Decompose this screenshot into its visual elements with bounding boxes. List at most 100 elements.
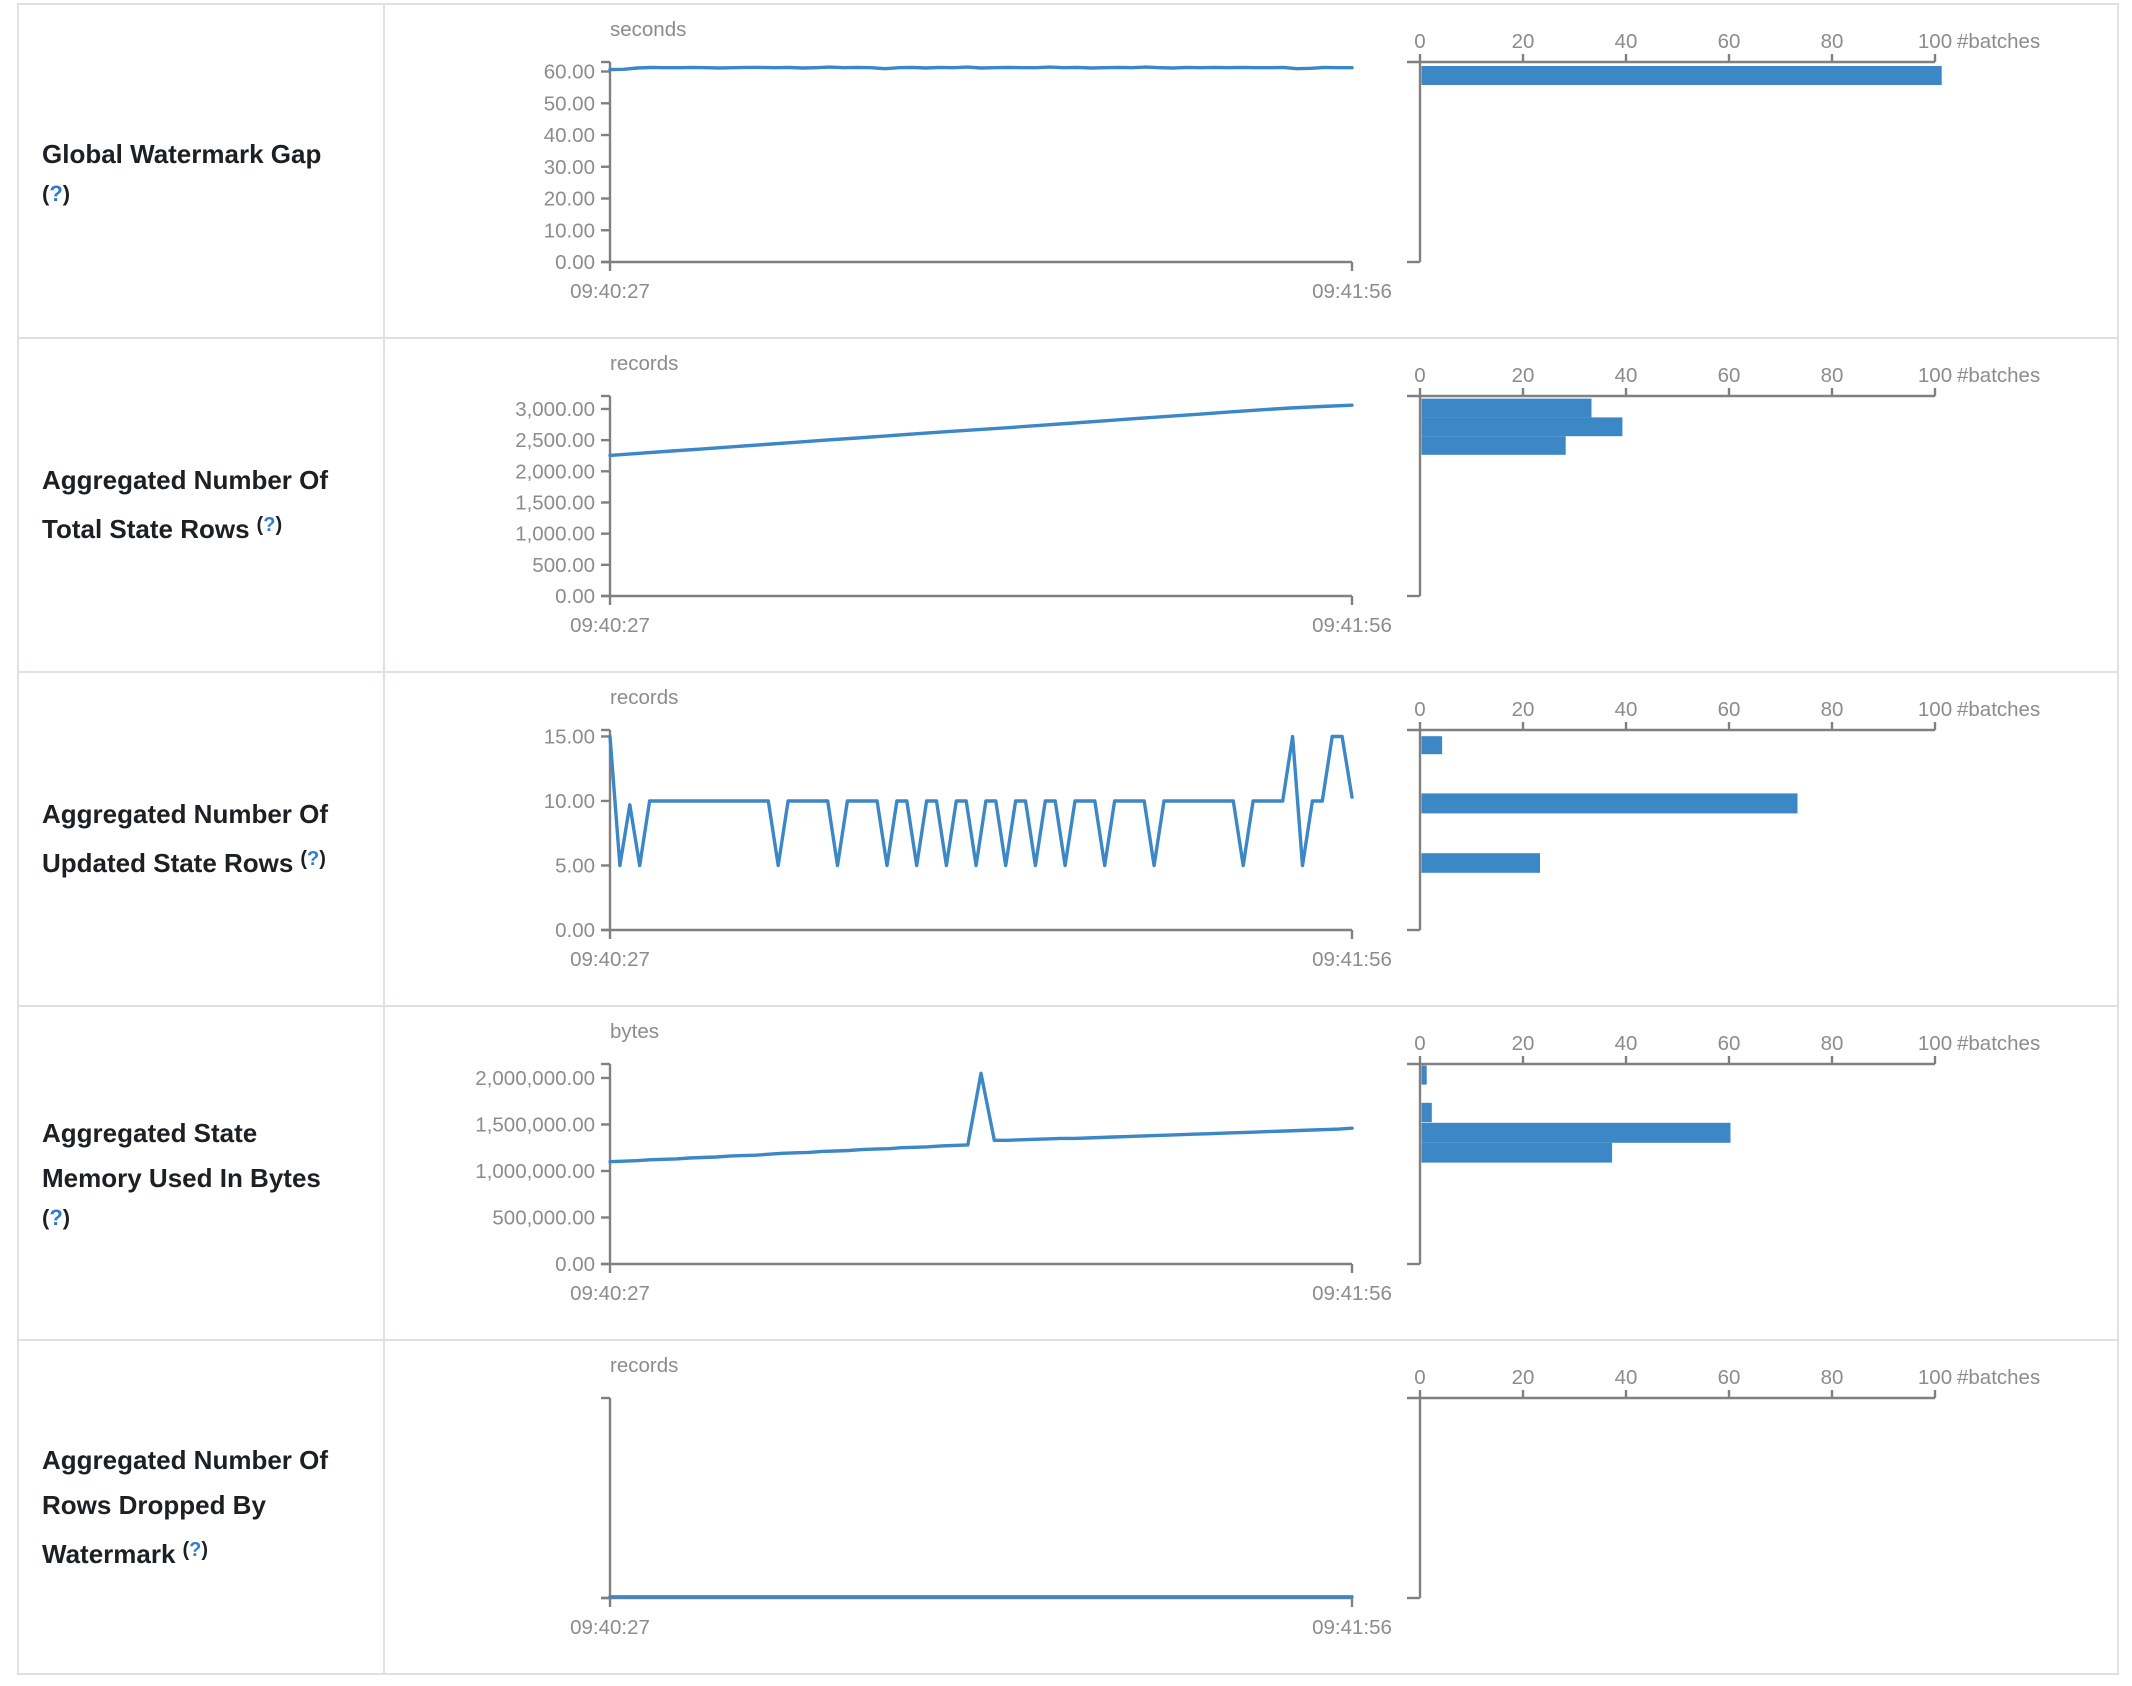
histogram-bar xyxy=(1421,1065,1427,1085)
histogram-tick-label: 100 xyxy=(1918,30,1952,53)
histogram-tick-label: 40 xyxy=(1615,1032,1638,1055)
y-axis-tick-label: 0.00 xyxy=(555,251,595,274)
help-question-icon[interactable]: ? xyxy=(49,180,63,206)
histogram-unit-label: #batches xyxy=(1957,30,2040,53)
histogram-tick-label: 0 xyxy=(1414,1032,1425,1055)
x-axis-end-time-label: 09:41:56 xyxy=(1312,280,1392,303)
histogram-tick-label: 60 xyxy=(1718,698,1741,721)
help-question-icon[interactable]: ? xyxy=(263,514,276,536)
help-link[interactable]: (?) xyxy=(182,1539,208,1561)
timeline-chart: seconds 60.00 50.00 40.00 30.00 20.00 10.00 0.0… xyxy=(544,18,1392,303)
histogram-unit-label: #batches xyxy=(1957,1366,2040,1389)
help-paren[interactable]: ( xyxy=(256,514,264,536)
histogram-bar xyxy=(1421,1122,1731,1143)
metric-label-line: Watermark (?) xyxy=(42,1538,208,1569)
histogram-top-axis: 0 20 40 60 80 100 #batches xyxy=(1407,30,2040,64)
y-axis-tick-label: 20.00 xyxy=(544,188,595,211)
x-axis-start-time-label: 09:40:27 xyxy=(570,280,650,303)
help-paren[interactable]: ) xyxy=(201,1538,208,1561)
timeline-and-histogram-chart: records 3,000.00 2,500.00 2,000.00 1,500.00 1… xyxy=(515,352,2040,637)
metric-label-line: Aggregated Number Of xyxy=(42,465,329,495)
metric-label-line: Aggregated Number Of xyxy=(42,1444,329,1475)
histogram-top-axis: 0 20 40 60 80 100 #batches xyxy=(1407,1032,2040,1066)
help-link[interactable]: (?) xyxy=(257,514,283,536)
y-axis-tick-label: 15.00 xyxy=(544,725,595,748)
histogram-bar xyxy=(1421,417,1623,437)
help-paren[interactable]: ) xyxy=(275,514,283,536)
histogram-tick-label: 40 xyxy=(1615,1366,1638,1389)
help-link[interactable]: (?) xyxy=(42,1201,369,1235)
help-question-icon[interactable]: ? xyxy=(307,848,320,870)
y-axis-unit-label: records xyxy=(610,352,678,375)
histogram-tick-label: 40 xyxy=(1615,364,1638,387)
charts-cell: seconds 60.00 50.00 40.00 30.00 20.00 10.00 0.0… xyxy=(385,5,2117,337)
metric-label: Aggregated Number Of Total State Rows (?) xyxy=(19,339,385,671)
histogram-tick-label: 80 xyxy=(1821,698,1844,721)
histogram-left-axis xyxy=(1407,1398,1422,1600)
histogram-tick-label: 100 xyxy=(1918,698,1952,721)
timeline-chart: records 15.00 10.00 5.00 0.00 09:40:27 09:41:5… xyxy=(544,686,1392,971)
metric-line-series xyxy=(608,1071,1354,1164)
histogram-chart: 0 20 40 60 80 100 #batches xyxy=(1407,364,2040,598)
timeline-chart: records 3,000.00 2,500.00 2,000.00 1,500.00 1… xyxy=(515,352,1392,637)
histogram-chart: 0 20 40 60 80 100 #batches xyxy=(1407,698,2040,932)
y-axis-tick-label: 5.00 xyxy=(555,854,595,877)
y-axis-tick-label: 0.00 xyxy=(555,919,595,942)
y-axis-tick-label: 2,000,000.00 xyxy=(475,1067,595,1090)
timeline-chart: records 09:40:27 09:41:56 xyxy=(570,1354,1392,1639)
metric-label: Aggregated Number Of Rows Dropped By Water… xyxy=(19,1341,385,1673)
histogram-tick-label: 0 xyxy=(1414,30,1425,53)
metric-label-line: Total State Rows (?) xyxy=(42,514,283,544)
y-axis-tick-label: 60.00 xyxy=(544,61,595,84)
metric-label: Aggregated Number Of Updated State Rows (?… xyxy=(19,673,385,1005)
y-axis-tick-label: 0.00 xyxy=(555,1253,595,1276)
y-axis-tick-label: 2,000.00 xyxy=(515,460,595,483)
x-axis-end-time-label: 09:41:56 xyxy=(1312,1282,1392,1305)
y-axis-tick-label: 500.00 xyxy=(532,554,595,577)
histogram-bar xyxy=(1421,398,1592,418)
y-axis-tick-label: 30.00 xyxy=(544,156,595,179)
help-question-icon[interactable]: ? xyxy=(49,1205,63,1230)
metric-row: Global Watermark Gap (?) seconds 60.00 50.00… xyxy=(19,5,2117,337)
histogram-bar xyxy=(1421,853,1540,873)
y-axis xyxy=(601,1396,612,1600)
y-axis-tick-label: 3,000.00 xyxy=(515,398,595,421)
histogram-tick-label: 80 xyxy=(1821,1032,1844,1055)
y-axis-unit-label: seconds xyxy=(610,18,686,41)
histogram-bar xyxy=(1421,736,1443,755)
histogram-unit-label: #batches xyxy=(1957,1032,2040,1055)
histogram-left-axis xyxy=(1407,62,1422,264)
metric-label: Global Watermark Gap (?) xyxy=(19,5,385,337)
help-paren[interactable]: ( xyxy=(300,848,308,870)
metric-row: Aggregated State Memory Used In Bytes (?) b… xyxy=(19,1005,2117,1339)
x-axis: 09:40:27 09:41:56 xyxy=(570,928,1392,971)
metric-label-line: Updated State Rows (?) xyxy=(42,848,326,878)
help-link[interactable]: (?) xyxy=(300,848,326,870)
metric-label-line: Global Watermark Gap xyxy=(42,138,322,169)
help-paren[interactable]: ) xyxy=(62,1205,71,1230)
histogram-chart: 0 20 40 60 80 100 #batches xyxy=(1407,30,2040,264)
help-question-icon[interactable]: ? xyxy=(189,1538,202,1561)
help-paren[interactable]: ( xyxy=(182,1538,190,1561)
help-paren[interactable]: ( xyxy=(42,1205,50,1230)
histogram-left-axis xyxy=(1407,730,1422,932)
x-axis-start-time-label: 09:40:27 xyxy=(570,1616,650,1639)
x-axis-end-time-label: 09:41:56 xyxy=(1312,948,1392,971)
help-paren[interactable]: ( xyxy=(42,180,50,206)
histogram-tick-label: 40 xyxy=(1615,698,1638,721)
help-link[interactable]: (?) xyxy=(42,177,369,211)
y-axis-unit-label: records xyxy=(610,686,678,709)
help-paren[interactable]: ) xyxy=(319,848,326,870)
timeline-and-histogram-chart: bytes 2,000,000.00 1,500,000.00 1,000,000.0… xyxy=(475,1020,2040,1305)
histogram-tick-label: 0 xyxy=(1414,1366,1425,1389)
timeline-and-histogram-chart: records 15.00 10.00 5.00 0.00 09:40:27 09:41:5… xyxy=(544,686,2041,971)
metric-line-series xyxy=(608,403,1354,458)
y-axis-tick-label: 2,500.00 xyxy=(515,429,595,452)
metric-line-series xyxy=(608,65,1354,72)
histogram-tick-label: 20 xyxy=(1512,364,1535,387)
timeline-and-histogram-chart: seconds 60.00 50.00 40.00 30.00 20.00 10.00 0.0… xyxy=(544,18,2041,303)
metric-row: Aggregated Number Of Rows Dropped By Water… xyxy=(19,1339,2117,1673)
help-paren[interactable]: ) xyxy=(62,180,71,206)
charts-cell: records 09:40:27 09:41:56 0 20 40 60 80 100 #batc… xyxy=(385,1341,2117,1673)
histogram-tick-label: 100 xyxy=(1918,1032,1952,1055)
